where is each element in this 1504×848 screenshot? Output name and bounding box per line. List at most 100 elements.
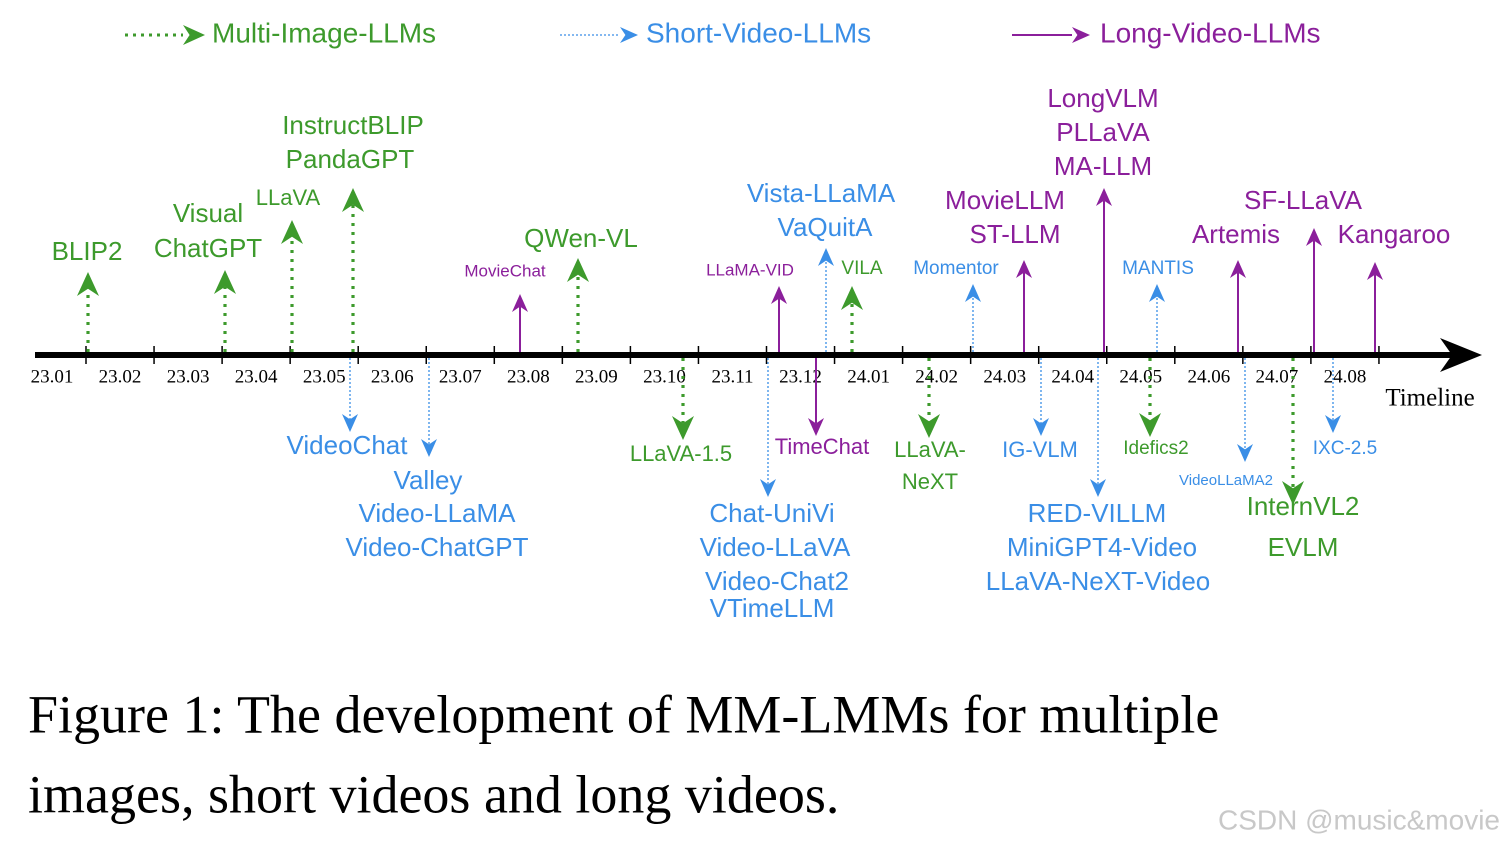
tick-label: 23.12 — [779, 366, 822, 387]
event-label: VaQuitA — [778, 212, 874, 242]
tick-label: 23.05 — [303, 366, 346, 387]
event-label: PandaGPT — [286, 144, 415, 174]
event-arrow-head — [808, 418, 824, 436]
event-label: NeXT — [902, 469, 958, 494]
event-label: MovieChat — [464, 261, 546, 280]
event-label: InstructBLIP — [282, 110, 424, 140]
tick-label: 24.05 — [1119, 366, 1162, 387]
tick-label: 24.02 — [915, 366, 958, 387]
tick-label: 24.04 — [1051, 366, 1094, 387]
tick-label: 23.08 — [507, 366, 550, 387]
event-label: MiniGPT4-Video — [1007, 532, 1197, 562]
event-label: LLaVA-1.5 — [630, 441, 732, 466]
event-label: Artemis — [1192, 219, 1280, 249]
event-label: TimeChat — [775, 434, 870, 459]
event-arrow-head — [214, 270, 236, 294]
event-arrow-head — [1282, 481, 1304, 505]
event-arrow-head — [1149, 284, 1165, 302]
event-arrow-head — [342, 414, 358, 432]
tick-label: 24.07 — [1256, 366, 1299, 387]
event-label: ChatGPT — [154, 233, 262, 263]
event-label: Visual — [173, 198, 243, 228]
event-arrow-head — [421, 439, 437, 457]
event-label: LLaMA-VID — [706, 260, 794, 279]
event-label: MA-LLM — [1054, 151, 1152, 181]
event-arrow-head — [1090, 479, 1106, 497]
legend-arrow-head — [620, 27, 638, 43]
event-label: LongVLM — [1047, 83, 1158, 113]
event-arrow-head — [1230, 260, 1246, 278]
event-arrow-head — [77, 272, 99, 296]
event-label: Momentor — [913, 258, 999, 279]
event-arrow-head — [818, 248, 834, 266]
legend-label: Long-Video-LLMs — [1100, 17, 1321, 48]
tick-label: 23.07 — [439, 366, 482, 387]
event-arrow-head — [672, 416, 694, 440]
watermark: CSDN @music&movie — [1218, 804, 1500, 835]
event-label: InternVL2 — [1247, 491, 1360, 521]
event-label: LLaVA- — [894, 437, 966, 462]
event-label: VideoLLaMA2 — [1179, 472, 1273, 489]
legend-arrow-head — [183, 25, 205, 45]
event-arrow-head — [1237, 444, 1253, 462]
event-arrow-head — [1325, 415, 1341, 433]
tick-label: 23.02 — [99, 366, 142, 387]
timeline-arrowhead — [1440, 338, 1482, 372]
event-label: SF-LLaVA — [1244, 185, 1363, 215]
event-label: Vista-LLaMA — [747, 178, 896, 208]
event-label: Video-LLaMA — [358, 498, 516, 528]
event-arrow-head — [760, 479, 776, 497]
event-label: VILA — [841, 258, 883, 279]
event-arrow-head — [1139, 413, 1161, 437]
event-label: RED-VILLM — [1028, 498, 1167, 528]
event-label: ST-LLM — [969, 219, 1060, 249]
event-arrow-head — [771, 286, 787, 304]
event-label: QWen-VL — [524, 223, 638, 253]
caption-line: images, short videos and long videos. — [28, 764, 839, 824]
tick-label: 24.01 — [847, 366, 890, 387]
tick-label: 23.10 — [643, 366, 686, 387]
event-label: BLIP2 — [52, 236, 123, 266]
event-label: Idefics2 — [1123, 438, 1188, 459]
event-label: MovieLLM — [945, 185, 1065, 215]
tick-label: 24.03 — [983, 366, 1026, 387]
legend-arrow-head — [1072, 27, 1090, 43]
event-label: Chat-UniVi — [709, 498, 834, 528]
tick-label: 23.11 — [711, 366, 753, 387]
tick-label: 23.04 — [235, 366, 278, 387]
event-label: Kangaroo — [1338, 219, 1451, 249]
event-arrow-head — [567, 258, 589, 282]
event-label: LLaVA-NeXT-Video — [986, 566, 1211, 596]
event-label: PLLaVA — [1056, 117, 1150, 147]
event-arrow-head — [281, 220, 303, 244]
event-arrow-head — [1096, 188, 1112, 206]
legend-label: Multi-Image-LLMs — [212, 17, 436, 48]
event-label: LLaVA — [256, 185, 321, 210]
event-arrow-head — [1306, 228, 1322, 246]
event-label: VideoChat — [287, 430, 409, 460]
event-label: Video-Chat2 — [705, 566, 849, 596]
tick-label: 23.06 — [371, 366, 414, 387]
event-label: Valley — [394, 465, 463, 495]
event-label: EVLM — [1268, 532, 1339, 562]
event-label: MANTIS — [1122, 258, 1194, 279]
event-arrow-head — [1016, 260, 1032, 278]
event-arrow-head — [1367, 262, 1383, 280]
event-arrow-head — [1033, 418, 1049, 436]
event-label: Video-ChatGPT — [345, 532, 528, 562]
event-arrow-head — [841, 286, 863, 310]
event-label: VTimeLLM — [710, 593, 835, 623]
event-label: Video-LLaVA — [700, 532, 851, 562]
event-arrow-head — [965, 284, 981, 302]
tick-label: 23.01 — [31, 366, 74, 387]
event-arrow-head — [512, 294, 528, 312]
tick-label: 24.08 — [1324, 366, 1367, 387]
timeline-label: Timeline — [1385, 385, 1474, 412]
event-arrow-head — [918, 414, 940, 438]
legend-label: Short-Video-LLMs — [646, 17, 871, 48]
caption-line: Figure 1: The development of MM-LMMs for… — [28, 684, 1219, 744]
event-label: IXC-2.5 — [1313, 438, 1377, 459]
tick-label: 23.09 — [575, 366, 618, 387]
tick-label: 23.03 — [167, 366, 210, 387]
